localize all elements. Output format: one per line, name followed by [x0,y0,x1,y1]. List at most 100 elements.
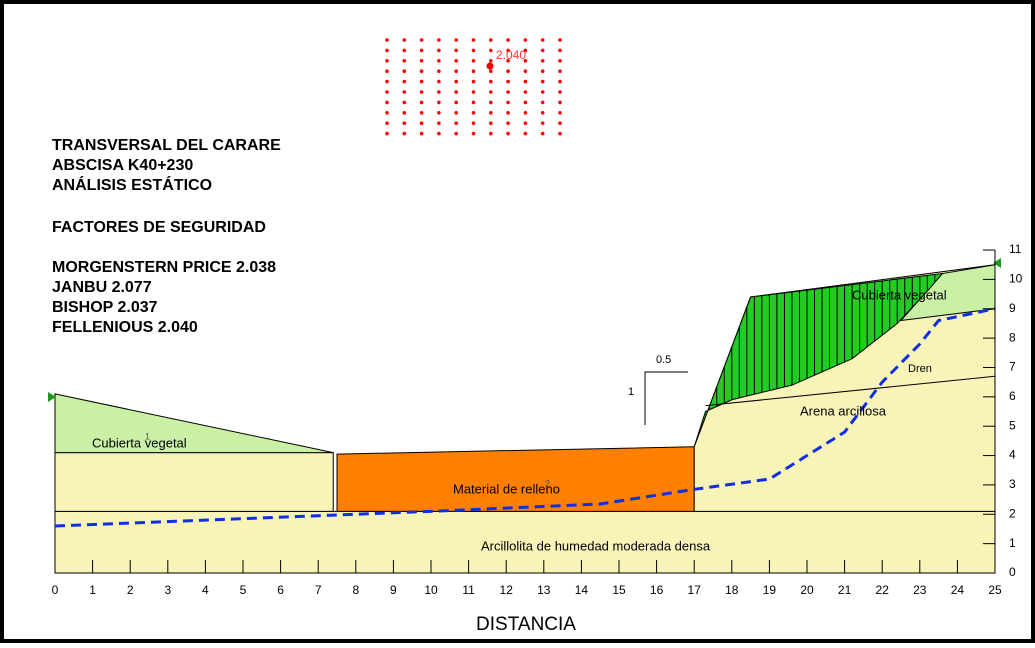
x-axis-title: DISTANCIA [476,614,576,635]
grid-point [385,79,389,84]
grid-point [540,131,545,136]
x-tick-label: 16 [650,583,664,597]
grid-point [506,69,510,73]
material-label: Material de relleno [453,481,560,496]
x-tick-label: 8 [352,583,359,597]
dren-line [705,375,996,407]
grid-point [419,100,424,105]
grid-point [419,90,424,94]
grid-point [437,48,441,53]
grid-point [558,111,562,115]
grid-point [523,69,528,73]
scale-label: 0.5 [656,354,671,366]
grid-point [454,48,459,53]
grid-point [454,38,459,42]
relleno [336,446,695,512]
scale-label: 1 [628,386,634,398]
factor: BISHOP 2.037 [52,299,158,316]
grid-point [523,100,528,105]
x-tick-label: 11 [462,583,475,597]
grid-point [489,131,493,136]
grid-point [419,131,424,136]
x-tick-label: 14 [575,583,589,597]
x-tick-label: 25 [988,583,1002,597]
grid-point [419,121,424,125]
factor: MORGENSTERN PRICE 2.038 [52,259,276,276]
x-tick-label: 6 [277,583,284,597]
grid-point [385,131,389,136]
grid-point [506,79,510,84]
grid-point [385,90,389,94]
x-tick-label: 20 [800,583,814,597]
grid-point [558,48,562,53]
x-tick-label: 23 [913,583,927,597]
x-tick-label: 7 [315,583,322,597]
x-tick-label: 3 [164,583,171,597]
grid-point [454,69,459,73]
x-tick-label: 22 [876,583,890,597]
y-tick-label: 4 [1009,448,1016,462]
geometry [48,38,1001,574]
critical-center [486,62,494,70]
grid-point [540,69,545,73]
x-tick-label: 4 [202,583,209,597]
grid-point [540,48,545,53]
grid-point [489,121,493,125]
grid-point [506,111,510,115]
grid-point [454,121,459,125]
material-label: Dren [908,363,932,375]
grid-point [558,38,562,42]
phreatic-line [54,307,996,528]
x-tick-label: 1 [89,583,96,597]
yellow-left [54,452,334,512]
x-tick-label: 2 [127,583,134,597]
grid-point [385,38,389,42]
grid-point [523,121,528,125]
grid-point [471,59,476,63]
grid-point [558,59,562,63]
material-id: 1 [145,431,150,441]
y-tick-label: 8 [1009,330,1016,344]
material-label: Cubierta vegetal [852,287,947,302]
grid-point [506,131,510,136]
grid-point [558,121,562,125]
cubierta-left [54,393,334,454]
grid-label: 2.040 [496,48,526,62]
factor: JANBU 2.077 [52,279,152,296]
grid-point [558,100,562,105]
grid-point [471,90,476,94]
y-tick-label: 3 [1009,477,1016,491]
grid-point [402,79,407,84]
grid-point [471,100,476,105]
grid-point [506,59,510,63]
grid-point [471,38,476,42]
grid-point [437,121,441,125]
grid-point [540,121,545,125]
grid-point [454,90,459,94]
grid-point [419,59,424,63]
grid-point [540,79,545,84]
grid-point [454,100,459,105]
grid-point [558,79,562,84]
grid-point [540,100,545,105]
grid-point [523,48,528,53]
grid-point [489,79,493,84]
header-line: TRANSVERSAL DEL CARARE [52,137,281,154]
x-tick-label: 12 [500,583,514,597]
grid-point [437,100,441,105]
grid-point [523,38,528,42]
grid-point [402,38,407,42]
grid-point [506,121,510,125]
grid-point [489,111,493,115]
grid-point [454,111,459,115]
grid-point [437,79,441,84]
grid-point [558,90,562,94]
marker [48,392,56,402]
grid-point [454,79,459,84]
grid-point [385,69,389,73]
grid-point [506,38,510,42]
grid-point [471,131,476,136]
x-tick-label: 13 [537,583,551,597]
grid-point [419,48,424,53]
x-tick-label: 24 [951,583,965,597]
